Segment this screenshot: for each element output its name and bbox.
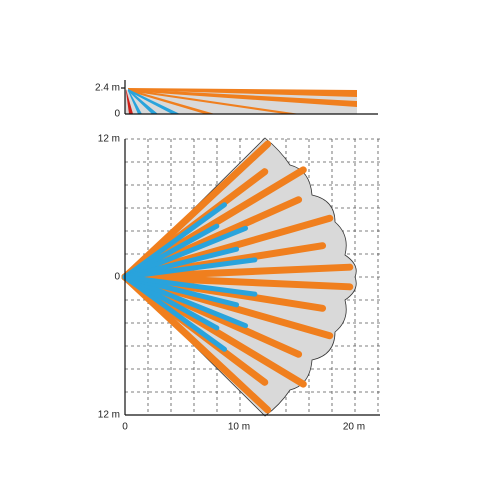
y-label: 12 m bbox=[98, 134, 120, 145]
beam bbox=[122, 274, 249, 329]
side-beam bbox=[128, 89, 158, 114]
side-beam bbox=[128, 89, 215, 114]
x-label: 0 bbox=[122, 422, 128, 433]
x-label: 20 m bbox=[343, 422, 365, 433]
side-y-label: 0 bbox=[114, 109, 120, 120]
beams bbox=[121, 140, 354, 414]
beam bbox=[121, 273, 354, 291]
side-y-label: 2.4 m bbox=[95, 83, 120, 94]
side-view: 2.4 m 0 bbox=[95, 80, 378, 120]
side-beam bbox=[126, 89, 133, 114]
side-beam bbox=[128, 89, 180, 114]
beam bbox=[122, 257, 258, 280]
x-label: 10 m bbox=[228, 422, 250, 433]
side-beam bbox=[128, 89, 357, 107]
side-beam bbox=[128, 88, 357, 97]
y-label: 0 bbox=[114, 272, 120, 283]
beam bbox=[122, 274, 258, 297]
side-beam bbox=[128, 89, 300, 114]
coverage-area bbox=[124, 137, 357, 417]
side-beam bbox=[128, 89, 142, 114]
beam bbox=[122, 225, 249, 280]
y-label: 12 m bbox=[98, 410, 120, 421]
